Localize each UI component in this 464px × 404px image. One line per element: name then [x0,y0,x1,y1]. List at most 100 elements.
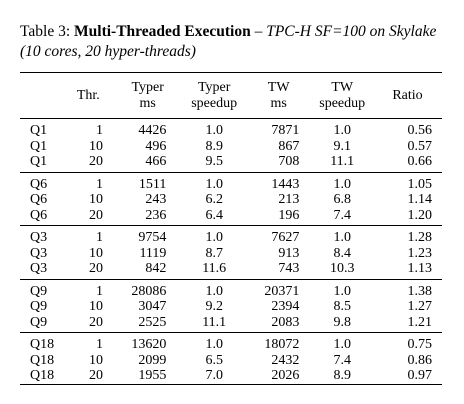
cell-ratio: 1.21 [373,314,442,333]
cell-q: Q9 [30,299,48,314]
results-table: Thr. Typer ms Typer speedup TW ms TW speedup… [20,72,442,385]
cell-tsp: 8.9 [205,138,223,154]
cell-tms: 496 [145,138,167,154]
cell-twms: 7627 [271,230,300,245]
cell-tms: 1511 [138,176,167,192]
caption-dash: – [250,23,267,40]
cell-tms: 236 [112,207,183,226]
cell-tms: 3047 [138,299,167,314]
cell-twms: 708 [245,154,312,173]
table-row: Q1 10 496 8.9 867 9.1 0.57 [20,139,442,155]
cell-tsp: 11.1 [182,314,246,333]
cell-twsp: 1.0 [333,230,351,245]
cell-twsp: 10.3 [311,261,374,280]
header-query [20,73,64,119]
header-typer-speedup: Typer speedup [191,80,238,111]
cell-twms: 7871 [271,123,300,138]
cell-ratio: 1.13 [373,261,442,280]
cell-thr: 1 [95,283,103,299]
header-ratio: Ratio [392,88,423,103]
cell-twms: 196 [245,207,312,226]
cell-thr: 1 [95,230,103,245]
cell-ratio: 0.57 [407,138,433,154]
cell-twms: 2394 [271,299,300,314]
cell-twms: 867 [278,138,300,154]
table-row: Q3 10 1119 8.7 913 8.4 1.23 [20,246,442,262]
cell-ratio: 1.23 [407,245,433,261]
cell-twsp: 7.4 [311,207,374,226]
caption-label: Table 3: [20,23,71,40]
cell-twms: 18072 [264,337,300,352]
cell-twms: 913 [278,245,300,261]
cell-twms: 2083 [245,314,312,333]
cell-tsp: 9.5 [182,154,246,173]
table-row: Q3 20 842 11.6 743 10.3 1.13 [20,261,442,280]
header-threads: Thr. [76,88,100,103]
cell-ratio: 1.20 [373,207,442,226]
cell-ratio: 1.38 [407,283,433,299]
cell-q: Q9 [20,314,64,333]
cell-twsp: 1.0 [333,337,351,352]
cell-q: Q1 [20,154,64,173]
cell-q: Q3 [30,245,48,261]
cell-q: Q6 [20,207,64,226]
table-header: Thr. Typer ms Typer speedup TW ms TW speedup… [20,72,442,119]
cell-twsp: 9.8 [311,314,374,333]
cell-ratio: 1.05 [407,176,433,192]
table-row: Q9 10 3047 9.2 2394 8.5 1.27 [20,299,442,315]
cell-tsp: 1.0 [205,283,223,299]
cell-tms: 2525 [112,314,183,333]
cell-q: Q3 [30,230,48,245]
caption-subtitle-2: (10 cores, 20 hyper-threads) [20,43,196,60]
cell-ratio: 0.56 [407,123,433,138]
cell-ratio: 0.86 [407,352,433,368]
cell-twsp: 8.9 [311,368,374,385]
cell-tsp: 1.0 [205,123,223,138]
cell-tsp: 8.7 [205,245,223,261]
cell-twms: 20371 [264,283,300,299]
cell-q: Q3 [20,261,64,280]
table-row: Q6 20 236 6.4 196 7.4 1.20 [20,207,442,226]
header-tw-ms: TW ms [267,80,290,111]
cell-thr: 20 [63,261,113,280]
cell-thr: 20 [63,154,113,173]
cell-thr: 10 [88,138,103,154]
caption-subtitle: TPC-H SF=100 on Skylake [266,23,437,40]
cell-twsp: 1.0 [333,123,351,138]
cell-tsp: 7.0 [182,368,246,385]
table-row: Q9 20 2525 11.1 2083 9.8 1.21 [20,314,442,333]
cell-tsp: 1.0 [205,337,223,352]
cell-tms: 1119 [139,245,167,261]
cell-thr: 20 [63,314,113,333]
cell-twsp: 8.4 [333,245,351,261]
table-row: Q1 20 466 9.5 708 11.1 0.66 [20,154,442,173]
table-row: Q18 10 2099 6.5 2432 7.4 0.86 [20,353,442,369]
cell-thr: 10 [88,192,103,207]
cell-tms: 2099 [138,352,167,368]
table-row: Q6 1 1511 1.0 1443 1.0 1.05 [20,172,442,192]
table-row: Q1 1 4426 1.0 7871 1.0 0.56 [20,119,442,139]
table-row: Q6 10 243 6.2 213 6.8 1.14 [20,192,442,208]
cell-thr: 1 [95,176,103,192]
cell-ratio: 1.28 [407,230,433,245]
cell-tsp: 11.6 [182,261,246,280]
cell-q: Q18 [30,352,55,368]
cell-tsp: 6.5 [205,352,223,368]
cell-ratio: 1.27 [407,299,433,314]
cell-twsp: 9.1 [333,138,351,154]
cell-q: Q1 [30,138,48,154]
cell-twms: 1443 [271,176,300,192]
cell-twsp: 1.0 [333,176,351,192]
cell-tsp: 6.2 [205,192,223,207]
header-typer-ms: Typer ms [131,80,164,111]
cell-tms: 1955 [112,368,183,385]
table-caption: Table 3: Multi-Threaded Execution – TPC-… [20,22,452,62]
table-row: Q18 1 13620 1.0 18072 1.0 0.75 [20,333,442,353]
cell-twsp: 11.1 [311,154,374,173]
cell-q: Q6 [30,192,48,207]
table-row: Q3 1 9754 1.0 7627 1.0 1.28 [20,226,442,246]
cell-twms: 2026 [245,368,312,385]
cell-thr: 10 [88,245,103,261]
cell-twms: 743 [245,261,312,280]
cell-thr: 10 [88,352,103,368]
